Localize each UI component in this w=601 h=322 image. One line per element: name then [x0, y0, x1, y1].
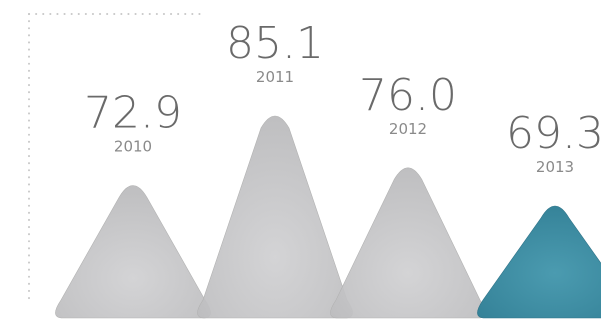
- year-label-2013: 2013: [536, 158, 574, 176]
- year-label-2010: 2010: [114, 137, 152, 155]
- peak-2010: [55, 185, 211, 319]
- peak-2013: [477, 205, 601, 319]
- peak-2012: [330, 167, 486, 319]
- value-label-2012: 76.0: [359, 70, 457, 121]
- year-label-2011: 2011: [256, 68, 294, 86]
- peaks-group: [55, 115, 601, 319]
- year-label-2012: 2012: [389, 120, 427, 138]
- peak-2011: [197, 115, 353, 319]
- value-label-2010: 72.9: [84, 87, 182, 138]
- value-label-2011: 85.1: [226, 18, 324, 69]
- value-label-2013: 69.3: [506, 108, 601, 159]
